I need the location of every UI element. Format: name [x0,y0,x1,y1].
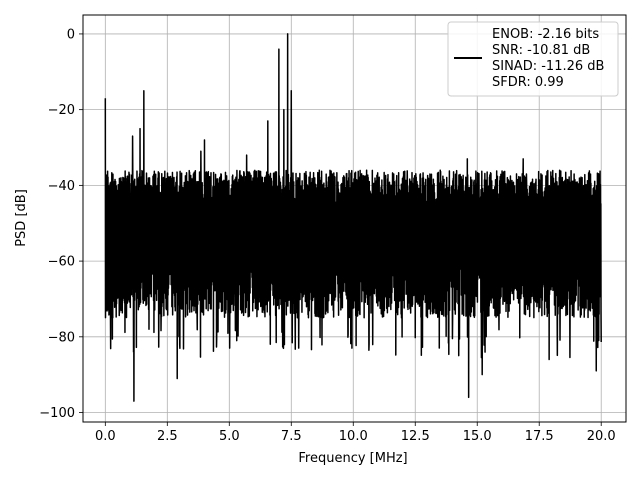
x-tick-label: 2.5 [157,429,178,444]
y-tick-label: −80 [48,330,75,345]
x-tick-label: 0.0 [95,429,116,444]
legend-entry-text: SNR: -10.81 dB [492,43,590,58]
y-tick-label: 0 [67,27,75,42]
y-tick-label: −100 [39,406,75,421]
y-tick-label: −40 [48,179,75,194]
legend-box [447,21,619,97]
y-tick-label: −20 [48,103,75,118]
x-tick-label: 17.5 [525,429,554,444]
x-tick-label: 5.0 [219,429,240,444]
y-tick-label: −60 [48,255,75,270]
axes-frame [82,14,627,423]
x-tick-label: 15.0 [463,429,492,444]
x-tick-label: 20.0 [587,429,616,444]
psd-series-line [104,33,602,402]
x-tick-label: 12.5 [401,429,430,444]
x-tick-label: 10.0 [339,429,368,444]
y-axis-label: PSD [dB] [14,189,29,247]
plot-area: 0.0 2.5 5.0 7.5 10.0 12.5 15.0 17.5 20.0 0 −20 −40 −… [39,14,627,444]
legend-entry-text: ENOB: -2.16 bits [492,27,599,42]
x-axis-label: Frequency [MHz] [298,451,407,466]
x-tick-label: 7.5 [281,429,302,444]
legend-entry-text: SFDR: 0.99 [492,75,564,90]
legend-entry-text: SINAD: -11.26 dB [492,59,604,74]
